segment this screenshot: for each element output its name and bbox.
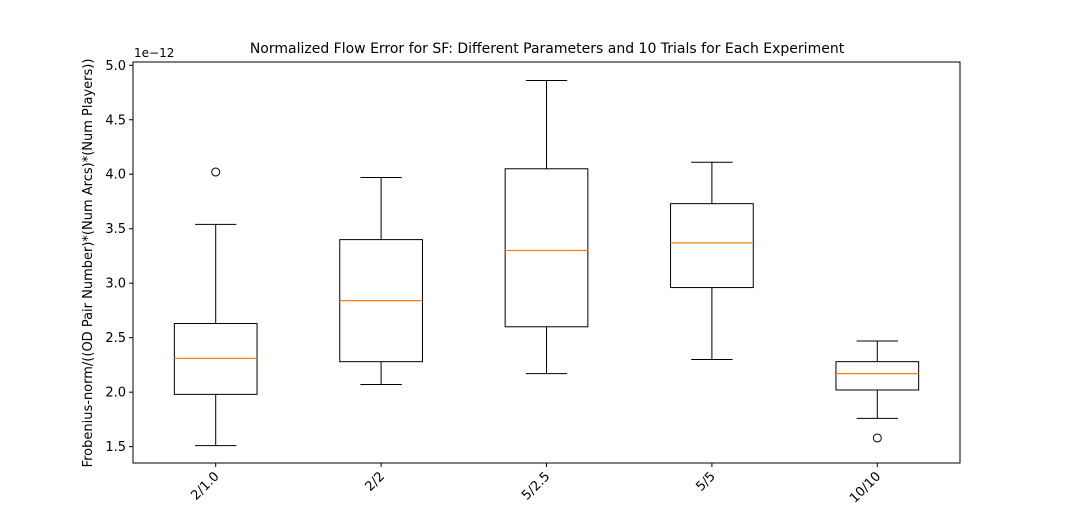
y-tick-label: 4.0 bbox=[105, 168, 126, 183]
outlier-point bbox=[872, 433, 882, 443]
box-group-3 bbox=[504, 80, 589, 375]
y-tick-label: 2.0 bbox=[105, 386, 126, 401]
iqr-box bbox=[835, 361, 920, 391]
iqr-box bbox=[504, 168, 589, 328]
boxes-layer bbox=[173, 80, 920, 447]
box-group-1 bbox=[173, 167, 258, 447]
box-group-2 bbox=[339, 177, 423, 386]
box-group-5 bbox=[835, 340, 920, 443]
outlier-point bbox=[211, 167, 221, 177]
y-tick-label: 4.5 bbox=[105, 113, 126, 128]
plot-area-frame bbox=[132, 61, 961, 464]
y-tick-label: 2.5 bbox=[105, 331, 126, 346]
y-axis: 1.5 2.0 2.5 3.0 3.5 4.0 4.5 5.0 bbox=[105, 59, 133, 455]
y-axis-label: Frobenius-norm/((OD Pair Number)*(Num Ar… bbox=[81, 59, 96, 468]
box-group-4 bbox=[670, 161, 754, 360]
iqr-box bbox=[670, 203, 754, 289]
y-tick-label: 5.0 bbox=[105, 59, 126, 74]
y-tick-label: 1.5 bbox=[105, 440, 126, 455]
chart-title: Normalized Flow Error for SF: Different … bbox=[250, 41, 845, 57]
y-offset-label: 1e−12 bbox=[134, 46, 174, 60]
y-tick-label: 3.5 bbox=[105, 222, 126, 237]
y-tick-label: 3.0 bbox=[105, 277, 126, 292]
